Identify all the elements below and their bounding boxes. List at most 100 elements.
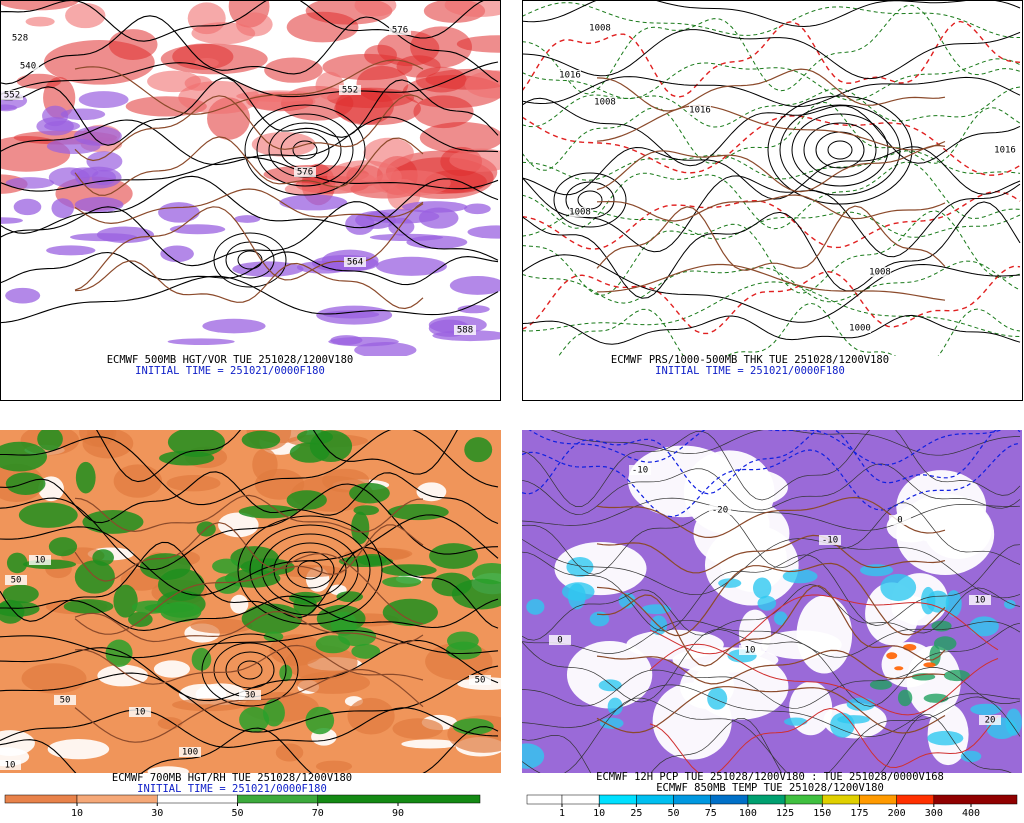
map-surface: 1008 1016 1008 1016 1016 1008 1008 1000	[523, 1, 1022, 356]
contour-label: 552	[342, 86, 358, 96]
contour-line	[74, 552, 424, 635]
contour-line	[649, 594, 999, 655]
contour-ring	[256, 113, 354, 187]
colorbar-label: 150	[813, 808, 831, 819]
contour-line	[596, 534, 946, 574]
shaded-area	[351, 511, 370, 545]
contour-line	[649, 707, 999, 773]
shaded-area	[522, 743, 545, 769]
shaded-area	[327, 160, 402, 194]
contour-line	[0, 483, 499, 571]
label-bg	[1, 90, 23, 100]
contour-line	[523, 260, 1021, 304]
shaded-area	[105, 639, 133, 667]
contour-line	[523, 2, 1020, 38]
shaded-area	[432, 330, 500, 342]
shaded-area	[0, 601, 40, 617]
shaded-area	[323, 310, 380, 319]
contour-ring	[225, 651, 275, 689]
contour-line	[522, 430, 1021, 495]
contour-line	[523, 29, 1021, 80]
contour-label: 576	[392, 26, 408, 36]
contour-label: -10	[822, 536, 838, 546]
colorbar-label: 50	[668, 808, 680, 819]
shaded-area	[886, 652, 898, 660]
contour-ring	[297, 560, 323, 580]
contour-ring	[249, 524, 371, 616]
contour-line	[1, 15, 499, 85]
shaded-area	[707, 687, 728, 710]
colorbar-label: 1	[559, 808, 565, 819]
shaded-area	[894, 666, 904, 671]
contour-line	[523, 190, 1021, 250]
contour-line	[1, 201, 499, 267]
contour-label: 1008	[594, 98, 616, 108]
contour-line	[74, 610, 424, 645]
contour-line	[522, 538, 1021, 599]
shaded-area	[415, 66, 467, 93]
contour-line	[1, 175, 499, 234]
shaded-area	[381, 564, 437, 577]
contour-label: 10	[745, 646, 756, 656]
label-bg	[889, 515, 911, 525]
contour-label: -20	[712, 506, 728, 516]
shaded-area	[846, 697, 876, 711]
contour-label: 1016	[559, 71, 581, 81]
contour-line	[522, 622, 1021, 707]
shaded-area	[607, 697, 623, 716]
shaded-area	[202, 318, 266, 334]
shaded-area	[929, 645, 941, 666]
shaded-area	[46, 138, 101, 154]
contour-line	[528, 430, 1004, 466]
panel-title: ECMWF 12H PCP TUE 251028/1200V180 : TUE …	[596, 771, 944, 783]
contour-line	[0, 430, 499, 506]
colorbar-label: 50	[231, 808, 243, 819]
shaded-area	[279, 194, 348, 211]
shaded-area	[927, 730, 964, 746]
shaded-area	[263, 698, 285, 727]
shaded-area	[526, 598, 545, 615]
shaded-area	[305, 706, 335, 735]
colorbar-label: 30	[151, 808, 163, 819]
contour-line	[1, 156, 499, 192]
shaded-area	[252, 448, 278, 481]
shaded-area	[880, 573, 917, 602]
shaded-area	[78, 91, 129, 109]
shaded-area	[251, 131, 316, 157]
label-bg	[129, 707, 151, 717]
colorbar-label: 100	[739, 808, 757, 819]
shaded-area	[345, 213, 375, 235]
label-bg	[0, 760, 21, 770]
contour-label: 552	[4, 91, 20, 101]
contour-line	[522, 463, 1021, 515]
shaded-area	[626, 629, 724, 660]
contour-line	[523, 314, 1021, 345]
contour-line	[596, 562, 946, 637]
contour-line	[522, 442, 1021, 518]
shaded-area	[82, 430, 134, 459]
shaded-area	[761, 630, 842, 660]
shaded-area	[464, 203, 491, 215]
contour-line	[522, 502, 1021, 575]
contour-label: 20	[985, 716, 996, 726]
shaded-area	[63, 599, 114, 614]
shaded-area	[269, 634, 324, 666]
shaded-area	[401, 739, 460, 749]
colorbar-segment	[237, 794, 318, 804]
contour-line	[596, 205, 946, 271]
contour-line	[523, 58, 1021, 101]
label-bg	[629, 465, 651, 475]
shaded-area	[236, 12, 273, 37]
contour-ring	[237, 515, 383, 625]
contour-line	[523, 210, 1021, 240]
contour-ring	[237, 660, 263, 680]
shaded-area	[969, 616, 999, 637]
shaded-area	[75, 461, 96, 494]
colorbar-segment	[822, 794, 860, 805]
shaded-area	[336, 591, 364, 603]
shaded-area	[147, 766, 189, 773]
contour-line	[0, 595, 499, 631]
label-bg	[9, 33, 31, 43]
shaded-area	[21, 663, 87, 694]
shaded-area	[472, 562, 501, 585]
